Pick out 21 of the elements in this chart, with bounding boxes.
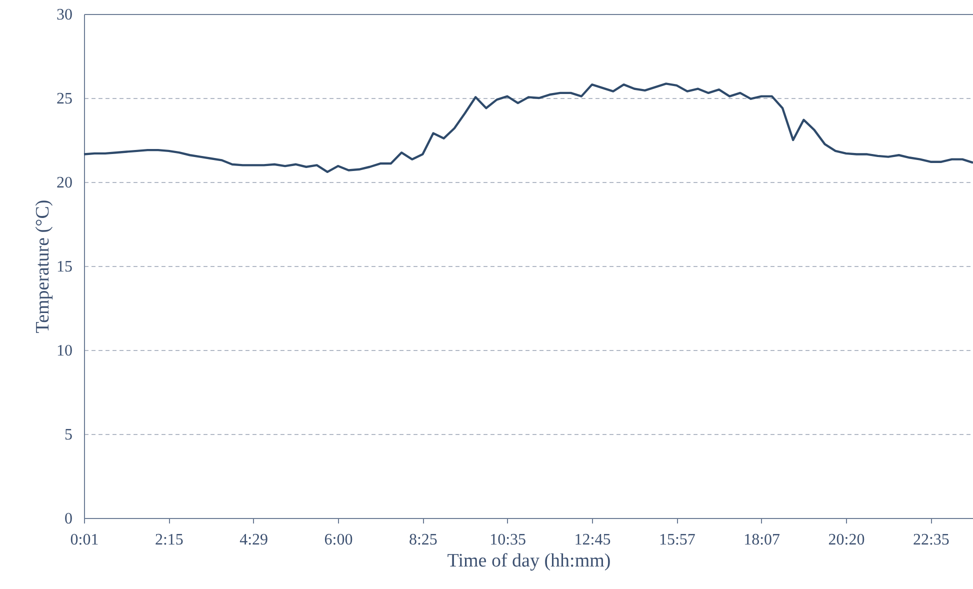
x-tick-label: 4:29 bbox=[240, 532, 268, 548]
line-series bbox=[82, 82, 973, 174]
x-tick-label: 0:01 bbox=[70, 532, 99, 548]
x-tick-label: 12:45 bbox=[574, 532, 611, 548]
y-tick-label: 15 bbox=[56, 258, 72, 276]
x-tick-label: 8:25 bbox=[408, 532, 438, 548]
x-tick-label: 10:35 bbox=[490, 532, 526, 548]
x-axis-title: Time of day (hh:mm) bbox=[447, 550, 611, 572]
y-tick-label: 25 bbox=[56, 90, 72, 108]
y-axis-title: Temperature (°C) bbox=[32, 200, 54, 334]
x-tick-label: 22:35 bbox=[912, 532, 950, 548]
x-tick-label: 2:15 bbox=[154, 532, 184, 548]
x-tick-label: 18:07 bbox=[744, 532, 780, 548]
y-tick-label: 5 bbox=[64, 426, 72, 444]
y-tick-label: 30 bbox=[56, 6, 72, 24]
x-tick-label: 20:20 bbox=[828, 532, 865, 548]
y-tick-label: 0 bbox=[64, 510, 72, 528]
x-tick-label: 6:00 bbox=[324, 532, 353, 548]
y-tick-label: 20 bbox=[56, 174, 72, 192]
x-tick-label: 15:57 bbox=[658, 532, 696, 548]
y-tick-label: 10 bbox=[56, 342, 72, 360]
